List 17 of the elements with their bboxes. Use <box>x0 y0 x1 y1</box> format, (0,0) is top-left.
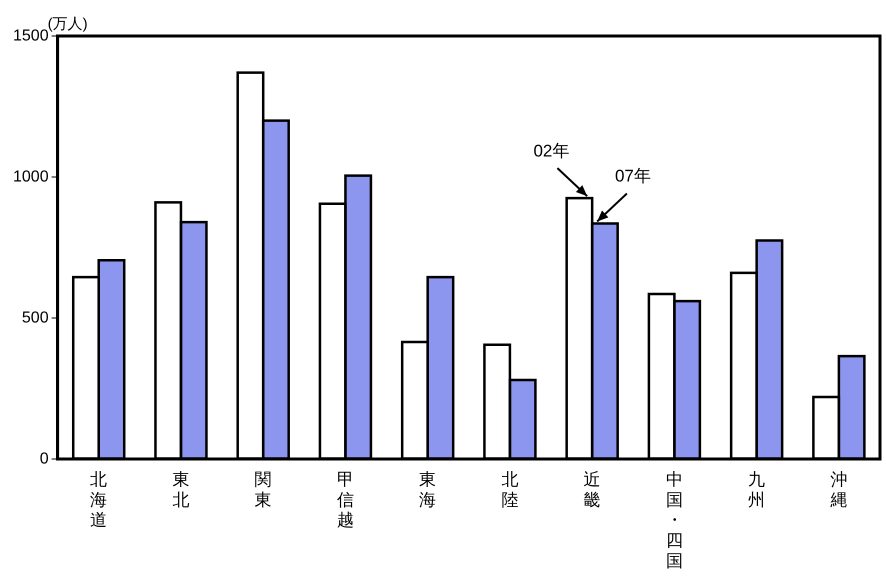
annotation: 07年 <box>614 166 651 186</box>
x-tick-label: 東海 <box>419 470 436 510</box>
x-tick-label: 沖縄 <box>829 470 848 510</box>
y-tick-label: 0 <box>40 450 49 468</box>
x-tick-label: 近畿 <box>584 470 601 510</box>
x-tick-label: 東北 <box>172 470 190 510</box>
y-tick-label: 500 <box>22 309 49 326</box>
y-tick-label: 1500 <box>13 27 49 44</box>
x-tick-label: 中国・四国 <box>666 470 683 570</box>
annotation: 02年 <box>533 141 570 160</box>
y-axis-title: (万人) <box>48 16 88 33</box>
x-tick-label: 関東 <box>254 470 272 510</box>
x-tick-label: 北陸 <box>501 470 518 510</box>
x-tick-label: 北海道 <box>90 470 108 530</box>
x-tick-label: 甲信越 <box>336 470 354 530</box>
x-tick-label: 九州 <box>748 470 766 510</box>
y-tick-label: 1000 <box>13 168 49 186</box>
